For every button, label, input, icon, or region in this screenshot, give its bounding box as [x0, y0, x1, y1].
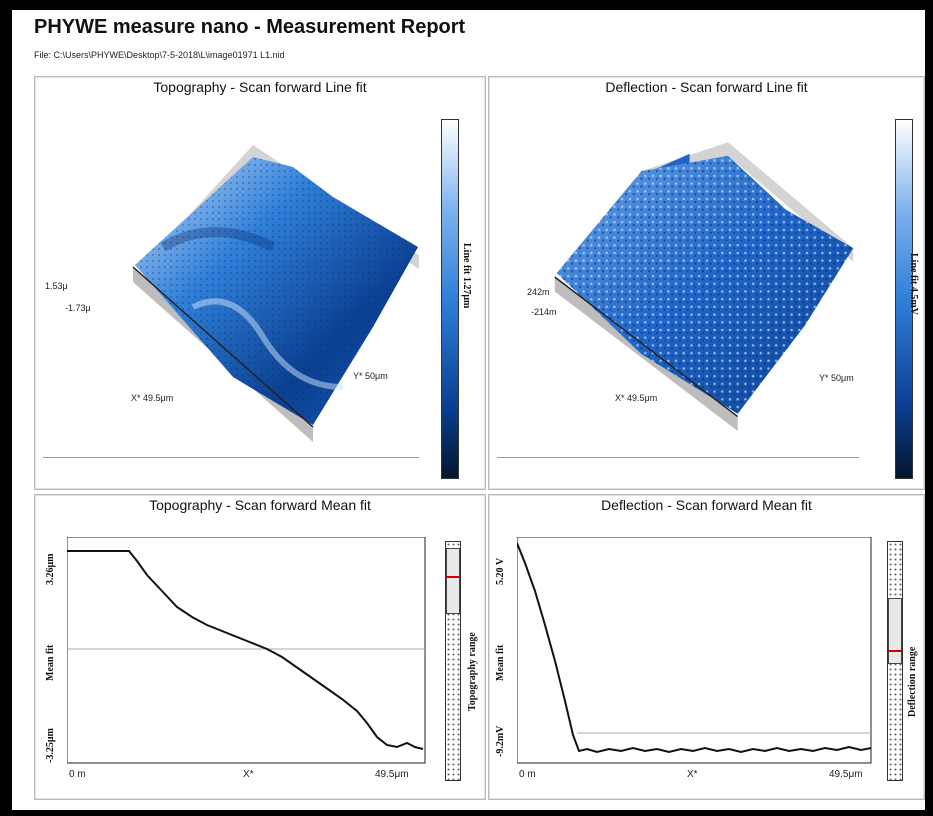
y-axis-label: Y* 50μm: [819, 373, 854, 383]
topography-range-bar: [445, 541, 461, 781]
panel-title: Deflection - Scan forward Line fit: [489, 79, 924, 95]
ytick-top: 5.20 V: [495, 558, 506, 585]
ytick-bottom: -3.25μm: [45, 728, 56, 763]
xtick-left: 0 m: [69, 769, 86, 780]
y-axis-label: Mean fit: [495, 645, 506, 681]
range-window: [446, 548, 460, 614]
xtick-mid: X*: [243, 769, 254, 780]
range-marker: [446, 576, 460, 578]
range-label: Topography range: [467, 632, 478, 711]
report-sheet: PHYWE measure nano - Measurement Report …: [12, 10, 925, 810]
deflection-3d-surface: [497, 97, 859, 458]
z-min-label: -1.73μ: [65, 303, 91, 313]
y-axis-label: Y* 50μm: [353, 371, 388, 381]
ytick-bottom: -9.2mV: [495, 726, 506, 757]
colorbar-label: Line fit 4.5mV: [908, 253, 919, 315]
range-window: [888, 598, 902, 664]
ytick-top: 3.26μm: [45, 554, 56, 586]
y-axis-label: Mean fit: [45, 645, 56, 681]
x-axis-label: X* 49.5μm: [615, 393, 657, 403]
deflection-profile-plot: [517, 537, 873, 765]
x-axis-label: X* 49.5μm: [131, 393, 173, 403]
topography-3d-panel: Topography - Scan forward Line fit: [34, 76, 486, 490]
panel-title: Topography - Scan forward Mean fit: [35, 497, 485, 513]
panel-title: Topography - Scan forward Line fit: [35, 79, 485, 95]
topography-profile-panel: Topography - Scan forward Mean fit -3.25…: [34, 494, 486, 800]
topography-3d-surface: [43, 97, 419, 458]
xtick-right: 49.5μm: [829, 769, 863, 780]
xtick-left: 0 m: [519, 769, 536, 780]
panel-title: Deflection - Scan forward Mean fit: [489, 497, 924, 513]
range-marker: [888, 650, 902, 652]
colorbar: [441, 119, 459, 479]
z-max-label: 1.53μ: [45, 281, 68, 291]
z-min-label: -214m: [531, 307, 557, 317]
z-max-label: 242m: [527, 287, 550, 297]
report-title: PHYWE measure nano - Measurement Report: [34, 16, 465, 39]
deflection-3d-panel: Deflection - Scan forward Line fit: [488, 76, 925, 490]
deflection-range-bar: [887, 541, 903, 781]
xtick-mid: X*: [687, 769, 698, 780]
topography-profile-plot: [67, 537, 427, 765]
range-label: Deflection range: [907, 647, 918, 717]
deflection-profile-panel: Deflection - Scan forward Mean fit -9.2m…: [488, 494, 925, 800]
colorbar-label: Line fit 1.27μm: [461, 243, 472, 308]
file-path: File: C:\Users\PHYWE\Desktop\7-5-2018\L\…: [34, 50, 285, 60]
xtick-right: 49.5μm: [375, 769, 409, 780]
